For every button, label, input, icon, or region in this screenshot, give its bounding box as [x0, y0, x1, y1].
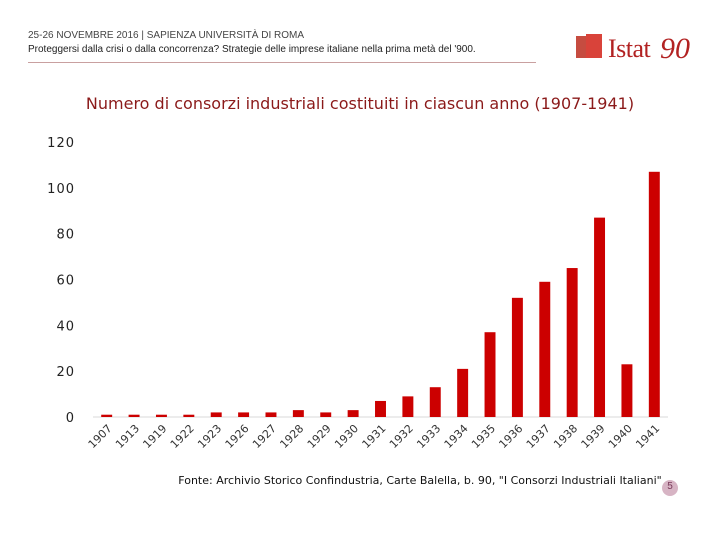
bar-1938: [566, 268, 578, 417]
y-tick-label: 0: [66, 411, 75, 426]
x-tick-label: 1936: [496, 422, 525, 451]
y-tick-label: 60: [56, 274, 75, 289]
bar-1930: [347, 410, 359, 417]
x-tick-label: 1932: [387, 422, 416, 451]
bar-1927: [265, 412, 277, 417]
bar-1937: [539, 281, 551, 417]
bar-1935: [484, 332, 496, 417]
x-tick-label: 1938: [551, 422, 580, 451]
bar-1929: [320, 412, 332, 417]
y-tick-label: 40: [56, 319, 75, 334]
x-tick-label: 1934: [442, 422, 471, 451]
bar-1913: [128, 414, 140, 417]
x-tick-label: 1930: [332, 422, 361, 451]
bar-1931: [375, 400, 386, 417]
bar-1940: [621, 364, 633, 417]
x-tick-label: 1923: [195, 422, 224, 451]
bar-1907: [101, 414, 113, 417]
x-tick-label: 1928: [277, 422, 306, 451]
bar-1934: [457, 368, 469, 417]
bar-1926: [238, 412, 250, 417]
x-tick-label: 1927: [250, 422, 279, 451]
bar-1919: [155, 414, 167, 417]
chart-title: Numero di consorzi industriali costituit…: [85, 94, 635, 113]
x-tick-label: 1922: [168, 422, 197, 451]
y-tick-label: 80: [56, 228, 75, 243]
x-tick-label: 1941: [633, 422, 662, 451]
y-tick-label: 120: [47, 136, 75, 151]
logo-square-front: [586, 34, 602, 58]
logo-number: 90: [660, 32, 690, 65]
x-tick-label: 1931: [360, 422, 389, 451]
page-number: 5: [667, 481, 673, 492]
bar-1928: [292, 410, 304, 417]
logo-text: Istat: [608, 34, 651, 63]
bar-1932: [402, 396, 414, 417]
x-tick-label: 1935: [469, 422, 498, 451]
bar-1936: [511, 297, 523, 417]
bar-chart: 0204060801001201907191319191922192319261…: [47, 136, 668, 451]
x-tick-label: 1929: [305, 422, 334, 451]
y-tick-label: 20: [56, 365, 75, 380]
bar-1933: [429, 387, 441, 417]
x-tick-label: 1926: [223, 422, 252, 451]
source-note: Fonte: Archivio Storico Confindustria, C…: [178, 474, 662, 487]
y-tick-label: 100: [47, 182, 75, 197]
x-tick-label: 1913: [113, 422, 142, 451]
x-tick-label: 1933: [414, 422, 443, 451]
bar-1922: [183, 414, 195, 417]
x-tick-label: 1937: [524, 422, 553, 451]
bar-1939: [594, 217, 606, 417]
event-header: 25-26 NOVEMBRE 2016 | SAPIENZA UNIVERSIT…: [28, 30, 305, 41]
x-tick-label: 1919: [140, 422, 169, 451]
bar-1941: [648, 171, 660, 417]
bar-1923: [210, 412, 222, 417]
header-divider: [28, 62, 536, 63]
presentation-subtitle: Proteggersi dalla crisi o dalla concorre…: [28, 44, 476, 55]
page-number-badge: [662, 480, 678, 496]
x-tick-label: 1939: [579, 422, 608, 451]
x-tick-label: 1940: [606, 422, 635, 451]
x-tick-label: 1907: [86, 422, 115, 451]
istat-logo: Istat 90: [572, 30, 696, 70]
